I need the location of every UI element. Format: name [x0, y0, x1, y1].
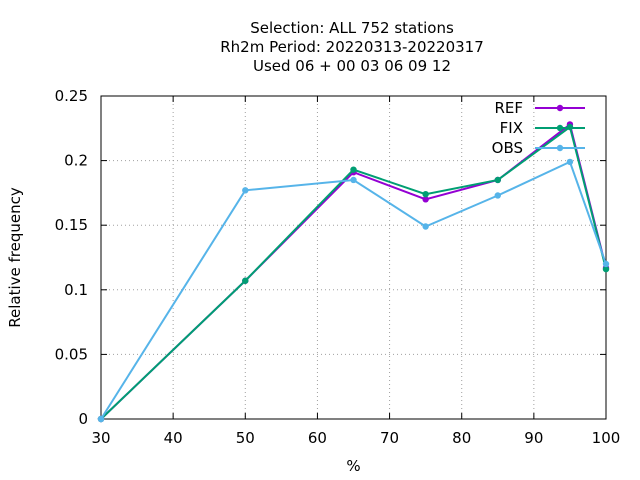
data-point-obs	[97, 415, 105, 423]
data-point-obs	[242, 187, 249, 194]
y-tick-label: 0.25	[55, 87, 88, 105]
data-point-obs	[422, 223, 429, 230]
data-point-fix	[350, 166, 357, 173]
data-point-fix	[494, 176, 501, 184]
x-tick-label: 40	[164, 429, 183, 447]
title-line: Selection: ALL 752 stations	[250, 19, 454, 37]
legend-marker-obs	[556, 144, 564, 152]
legend-marker-fix	[556, 124, 564, 132]
data-point-fix	[242, 277, 249, 284]
x-axis-label: %	[346, 457, 360, 475]
series-line-obs	[100, 160, 607, 420]
plot-frame	[100, 95, 607, 420]
x-tick-label: 70	[380, 429, 399, 447]
legend-label-ref: REF	[494, 99, 523, 117]
data-point-fix	[422, 190, 429, 198]
x-tick-label: 80	[452, 429, 471, 447]
legend-label-fix: FIX	[500, 119, 523, 137]
x-tick-label: 60	[308, 429, 327, 447]
y-tick-label: 0.2	[64, 152, 88, 170]
axes: 30 40 50 60 70 80 90 100 0 0.05 0.1 0.15 0.2 0.25	[55, 87, 621, 447]
data-point-obs	[602, 260, 610, 268]
data-point-fix	[602, 265, 610, 273]
data-point-ref	[422, 196, 429, 203]
x-tick-label: 50	[236, 429, 255, 447]
data-point-obs	[566, 158, 574, 166]
y-tick-label: 0.15	[55, 216, 88, 234]
x-tick-label: 30	[91, 429, 110, 447]
data-point-obs	[494, 192, 501, 199]
grid	[101, 96, 606, 419]
y-tick-label: 0	[78, 410, 88, 428]
legend-marker-ref	[556, 104, 564, 112]
series-layer	[97, 121, 610, 423]
legend-label-obs: OBS	[492, 139, 523, 157]
x-tick-label: 90	[524, 429, 543, 447]
y-tick-label: 0.1	[64, 281, 88, 299]
data-point-obs	[350, 176, 357, 184]
title-line: Used 06 + 00 03 06 09 12	[253, 57, 451, 75]
y-tick-label: 0.05	[55, 345, 88, 363]
y-axis-label: Relative frequency	[6, 187, 24, 328]
legend: REF FIX OBS	[492, 99, 585, 157]
title-line: Rh2m Period: 20220313-20220317	[220, 38, 484, 56]
x-tick-label: 100	[592, 429, 621, 447]
